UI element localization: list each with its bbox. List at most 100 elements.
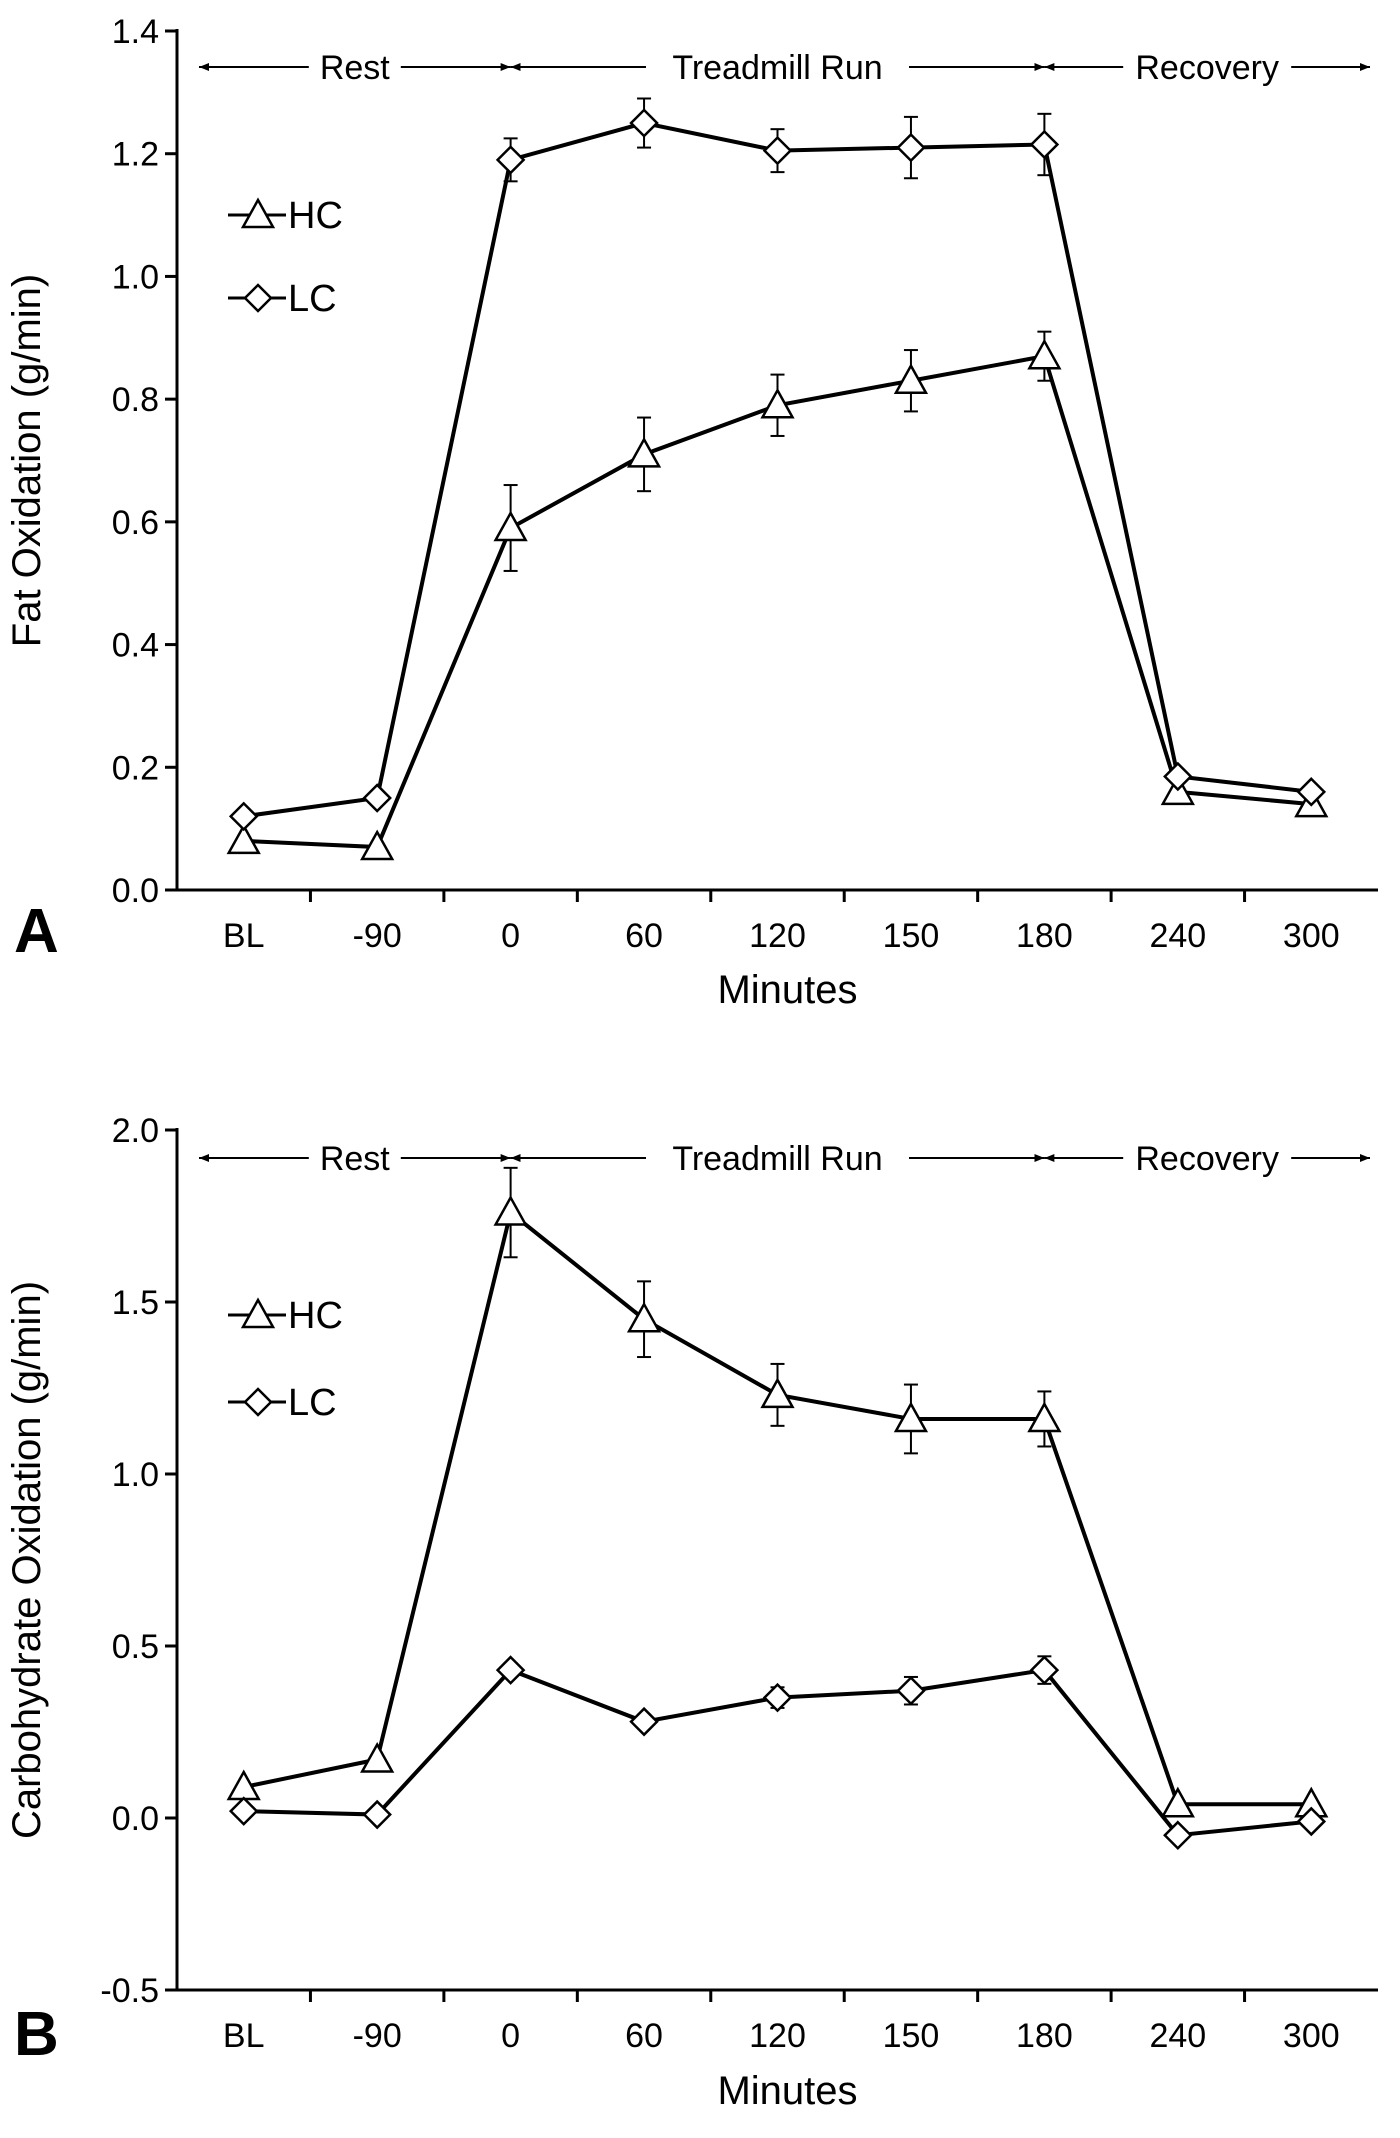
data-point-hc [226,823,261,855]
data-point-lc [1163,761,1193,792]
data-point-hc [760,1377,795,1409]
panel-b: -0.5 0.0 0.5 1.0 1.5 2.0 BL -90 0 60 120 150 180 240 3… [5,1112,1378,2113]
x-tick-label: 240 [1149,917,1206,955]
y-tick-label: 0.0 [112,872,159,910]
x-tick-label: BL [223,2017,265,2055]
data-point-lc [495,1655,526,1685]
data-point-hc [1027,338,1062,370]
y-tick-label: 0.8 [112,381,159,419]
data-point-lc [495,145,526,175]
phase-label: Recovery [1135,1140,1279,1178]
data-point-lc [1029,129,1060,160]
phase-annotation: Rest [199,49,511,87]
panel-letter: B [14,2000,59,2069]
x-tick-label: 180 [1016,2017,1073,2055]
phase-label: Treadmill Run [672,1140,882,1178]
y-tick-label: 0.5 [112,1628,159,1666]
data-point-lc [1029,1655,1060,1685]
phase-annotation: Treadmill Run [510,1140,1045,1178]
x-tick-label: BL [223,917,265,955]
x-tick-label: -90 [353,2017,402,2055]
legend-label: HC [288,195,343,237]
y-tick-label: 1.5 [112,1284,159,1322]
x-tick-label: 300 [1283,917,1340,955]
legend-label: LC [288,278,337,320]
y-tick-label: 0.4 [112,627,159,665]
y-axis-label: Carbohydrate Oxidation (g/min) [5,1281,49,1839]
data-point-lc [362,1799,392,1830]
data-point-lc [362,783,392,813]
phase-label: Treadmill Run [672,49,882,87]
x-tick-label: 300 [1283,2017,1340,2055]
legend-item: LC [228,1382,337,1424]
y-tick-label: -0.5 [100,1972,159,2010]
phase-label: Recovery [1135,49,1279,87]
legend-marker-lc [243,1387,273,1417]
x-axis-label: Minutes [717,2069,857,2113]
data-point-lc [762,135,793,166]
phase-label: Rest [320,1140,390,1178]
data-point-hc [1027,1401,1062,1433]
x-tick-label: 0 [501,2017,520,2055]
data-point-lc [1296,777,1327,807]
phase-annotation: Recovery [1044,49,1370,87]
legend: HC LC [228,195,343,320]
phase-annotation: Treadmill Run [510,49,1045,87]
data-point-hc [626,436,662,468]
y-tick-label: 1.4 [112,13,159,51]
legend: HC LC [228,1295,343,1424]
x-tick-label: 240 [1149,2017,1206,2055]
y-tick-label: 0.2 [112,749,159,787]
x-tick-label: -90 [353,917,402,955]
y-tick-label: 1.0 [112,1456,159,1494]
legend-item: HC [228,195,343,237]
series-line-hc [243,1209,1312,1807]
data-point-lc [1296,1806,1327,1837]
legend-label: LC [288,1382,337,1424]
series-lc [228,97,1327,832]
y-axis-label: Fat Oxidation (g/min) [5,274,49,647]
series-hc [226,1166,1329,1818]
x-tick-label: 120 [749,917,806,955]
data-point-lc [896,132,926,163]
series-line-lc [243,120,1312,819]
data-point-hc [893,1401,929,1433]
data-point-hc [626,1301,662,1333]
data-point-lc [896,1675,926,1706]
data-point-lc [228,801,259,832]
data-point-hc [1160,1786,1195,1818]
x-axis-label: Minutes [717,968,857,1012]
data-point-lc [228,1796,259,1826]
y-tick-label: 0.0 [112,1800,159,1838]
y-tick-label: 1.2 [112,136,159,174]
data-point-lc [629,1706,659,1737]
legend-item: HC [228,1295,343,1337]
panel-letter: A [14,897,59,966]
data-point-lc [629,108,659,138]
data-point-hc [893,363,929,394]
x-tick-label: 120 [749,2017,806,2055]
x-tick-label: 60 [625,917,663,955]
legend-item: LC [228,278,337,320]
data-point-hc [360,1741,395,1773]
phase-annotation: Recovery [1044,1140,1370,1178]
data-point-hc [360,829,395,861]
data-point-lc [1163,1820,1193,1850]
x-tick-label: 150 [883,2017,940,2055]
series-lc [228,1655,1327,1850]
legend-marker-hc [240,197,276,229]
legend-marker-hc [240,1297,276,1329]
data-point-hc [493,1194,528,1226]
data-point-hc [760,387,795,419]
phase-label: Rest [320,49,390,87]
x-tick-label: 180 [1016,917,1073,955]
panel-a: 0.0 0.2 0.4 0.6 0.8 1.0 1.2 1.4 BL -90 0 60 120 150 18… [5,13,1378,1012]
data-point-hc [493,510,528,542]
y-tick-label: 0.6 [112,504,159,542]
data-point-lc [762,1682,793,1713]
y-tick-label: 2.0 [112,1112,159,1150]
series-hc [226,330,1329,861]
x-tick-label: 60 [625,2017,663,2055]
x-tick-label: 0 [501,917,520,955]
